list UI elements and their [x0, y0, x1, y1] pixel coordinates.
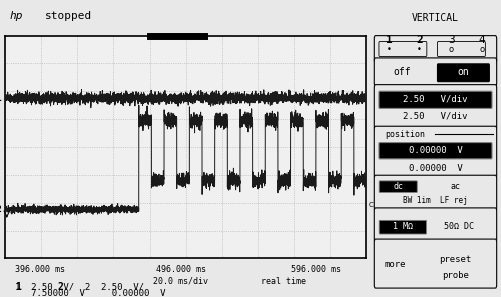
Text: 1 MΩ: 1 MΩ	[392, 222, 412, 231]
Text: BW 1im  LF rej: BW 1im LF rej	[402, 196, 467, 205]
Text: •: •	[416, 45, 421, 53]
Text: 596.000 ms: 596.000 ms	[291, 265, 341, 274]
Text: VERTICAL: VERTICAL	[411, 13, 458, 23]
Text: 20.0 ms/div: 20.0 ms/div	[153, 277, 208, 286]
Text: C1: C1	[368, 202, 377, 208]
FancyBboxPatch shape	[374, 208, 495, 242]
Text: 2.50   V/div: 2.50 V/div	[402, 95, 467, 104]
Text: 3: 3	[447, 35, 454, 45]
Text: dc: dc	[392, 182, 402, 191]
Text: 4: 4	[478, 35, 484, 45]
Text: 1: 1	[15, 282, 21, 292]
Text: 1  2.50  V/  2  2.50  V/: 1 2.50 V/ 2 2.50 V/	[15, 282, 144, 292]
FancyBboxPatch shape	[436, 42, 484, 56]
Text: 0.00000  V: 0.00000 V	[408, 146, 461, 155]
FancyBboxPatch shape	[374, 36, 495, 62]
Text: 2: 2	[58, 282, 64, 292]
FancyBboxPatch shape	[374, 85, 495, 129]
Text: 496.000 ms: 496.000 ms	[155, 265, 205, 274]
Text: more: more	[384, 260, 405, 269]
Text: 1: 1	[385, 35, 391, 45]
FancyBboxPatch shape	[374, 58, 495, 86]
Text: 1: 1	[0, 94, 2, 102]
FancyBboxPatch shape	[374, 175, 495, 211]
Text: 2: 2	[0, 205, 2, 214]
FancyBboxPatch shape	[436, 64, 488, 82]
FancyBboxPatch shape	[374, 126, 495, 178]
Text: 2.50   V/div: 2.50 V/div	[402, 112, 467, 121]
Text: •: •	[386, 45, 391, 53]
Text: position: position	[384, 130, 424, 139]
Text: ac: ac	[449, 182, 459, 191]
FancyBboxPatch shape	[378, 143, 491, 159]
FancyBboxPatch shape	[378, 42, 426, 56]
Text: 50Ω DC: 50Ω DC	[443, 222, 473, 231]
Text: preset: preset	[438, 255, 470, 264]
FancyBboxPatch shape	[378, 220, 426, 234]
Text: off: off	[393, 67, 410, 77]
Text: stopped: stopped	[45, 11, 92, 21]
Text: 396.000 ms: 396.000 ms	[15, 265, 65, 274]
Text: real time: real time	[261, 277, 306, 286]
Text: o: o	[448, 45, 453, 53]
FancyBboxPatch shape	[374, 239, 495, 288]
Text: probe: probe	[441, 271, 468, 280]
FancyBboxPatch shape	[378, 181, 416, 192]
FancyBboxPatch shape	[378, 91, 491, 108]
Text: 0.00000  V: 0.00000 V	[408, 164, 461, 173]
Text: o: o	[478, 45, 483, 53]
Text: hp: hp	[10, 11, 24, 21]
Text: on: on	[456, 67, 468, 77]
Text: 2: 2	[415, 35, 422, 45]
Text: 7.50000  V     0.00000  V: 7.50000 V 0.00000 V	[15, 288, 165, 297]
